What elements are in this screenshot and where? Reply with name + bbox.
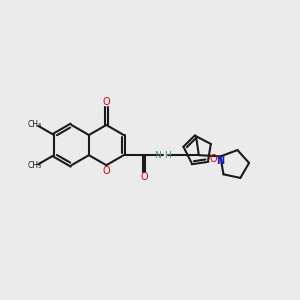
Text: H: H — [164, 151, 171, 160]
Text: N: N — [216, 156, 224, 166]
Text: O: O — [103, 98, 110, 107]
Text: O: O — [209, 154, 217, 164]
Text: O: O — [140, 172, 148, 182]
Text: N: N — [154, 151, 161, 160]
Text: CH₃: CH₃ — [27, 161, 41, 170]
Text: O: O — [103, 166, 110, 176]
Text: CH₃: CH₃ — [27, 120, 41, 129]
